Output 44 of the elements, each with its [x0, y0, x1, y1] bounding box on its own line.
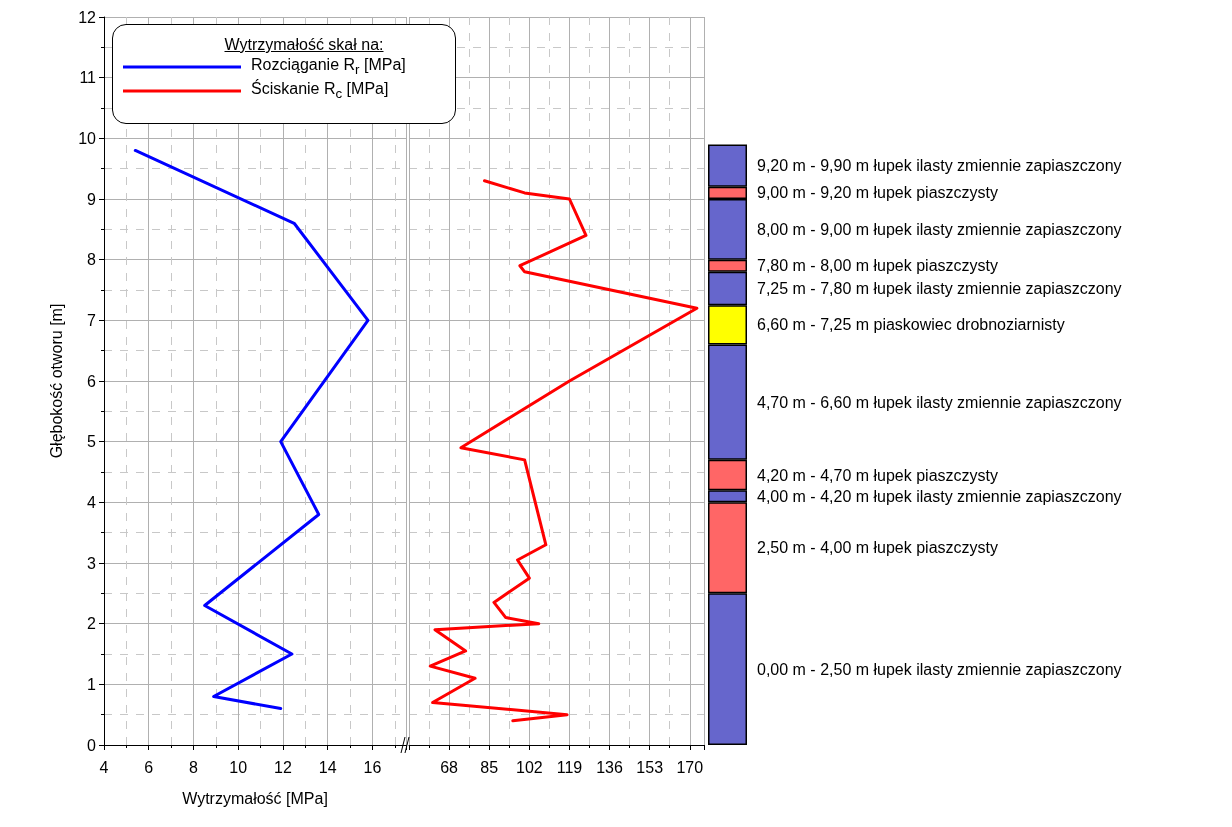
text: 4,70 m - 6,60 m łupek ilasty zmiennie zapiaszczony	[757, 393, 1122, 411]
x-tick-label: 136	[596, 758, 624, 776]
y-tick-label: 8	[87, 251, 97, 269]
text: 4,20 m - 4,70 m łupek piaszczysty	[757, 466, 998, 484]
text: 9,20 m - 9,90 m łupek ilasty zmiennie zapiaszczony	[757, 157, 1122, 175]
y-tick-label: 10	[78, 129, 97, 147]
x-tick-label: 6	[144, 758, 154, 776]
x-axis-title: Wytrzymałość [MPa]	[182, 789, 328, 807]
x-tick-label: 8	[189, 758, 199, 776]
y-tick-label: 12	[78, 8, 97, 26]
x-tick-label: 12	[274, 758, 292, 776]
x-tick-label: 16	[363, 758, 382, 776]
y-tick-label: 3	[87, 554, 97, 572]
x-tick-label: 170	[676, 758, 704, 776]
x-tick-label: 102	[515, 758, 543, 776]
y-tick-label: 6	[87, 372, 97, 390]
y-tick-label: 9	[87, 190, 97, 208]
x-tick-label: 153	[636, 758, 664, 776]
x-tick-label: 4	[99, 758, 109, 776]
y-tick-label: 7	[87, 311, 97, 329]
text: 0,00 m - 2,50 m łupek ilasty zmiennie zapiaszczony	[757, 660, 1122, 678]
text: 6,60 m - 7,25 m piaskowiec drobnoziarnisty	[757, 316, 1065, 334]
x-tick-label: 85	[480, 758, 499, 776]
text: Rozciąganie R$_{r}$ [MPa]	[251, 56, 406, 78]
y-tick-label: 2	[87, 615, 97, 633]
line-series	[133, 148, 370, 711]
text: 8,00 m - 9,00 m łupek ilasty zmiennie zapiaszczony	[757, 220, 1122, 238]
text: 2,50 m - 4,00 m łupek piaszczysty	[757, 539, 998, 557]
x-tick-label: 119	[556, 758, 583, 776]
legend-title: Wytrzymałość skał na:	[223, 35, 385, 55]
text: 7,25 m - 7,80 m łupek ilasty zmiennie zapiaszczony	[757, 279, 1122, 297]
y-tick-label: 5	[87, 433, 97, 451]
x-tick-label: 68	[440, 758, 459, 776]
x-tick-label: 14	[318, 758, 337, 776]
x-tick-label: 10	[229, 758, 248, 776]
text: Ściskanie R$_{c}$ [MPa]	[251, 80, 389, 102]
y-tick-label: 11	[79, 69, 97, 87]
y-axis-title: Głębokość otworu [m]	[47, 303, 65, 459]
text: 7,80 m - 8,00 m łupek piaszczysty	[757, 257, 998, 275]
text: 9,00 m - 9,20 m łupek piaszczysty	[757, 184, 998, 202]
y-tick-label: 0	[87, 736, 97, 754]
text: 4,00 m - 4,20 m łupek ilasty zmiennie zapiaszczony	[757, 487, 1122, 505]
y-tick-label: 4	[87, 493, 97, 511]
y-tick-label: 1	[87, 675, 97, 693]
